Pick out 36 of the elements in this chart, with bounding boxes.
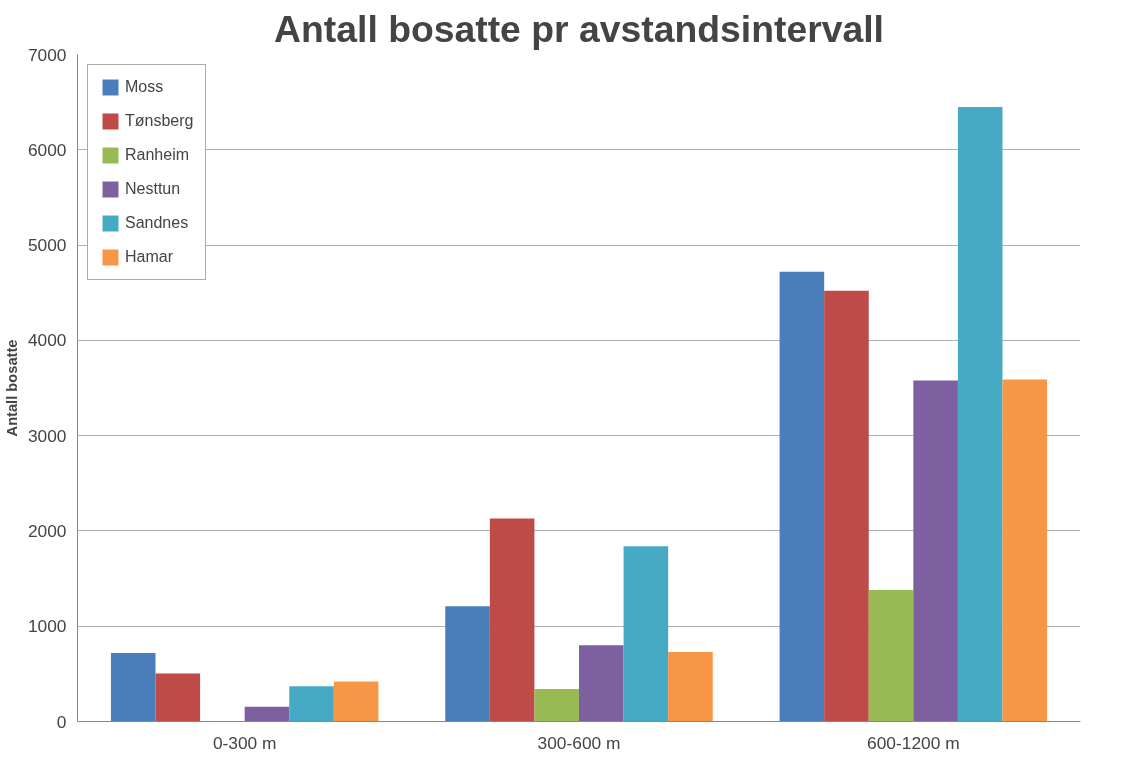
y-tick-label: 0: [56, 711, 67, 732]
legend-label: Moss: [125, 78, 164, 96]
bar: [579, 645, 624, 722]
bar: [333, 681, 379, 722]
y-tick-label: 1000: [27, 616, 67, 637]
x-tick-label: 0-300 m: [212, 732, 277, 753]
x-tick-label: 300-600 m: [537, 732, 621, 753]
legend-label: Tønsberg: [125, 112, 194, 130]
bar: [110, 652, 156, 722]
legend-label: Ranheim: [125, 146, 190, 164]
bar: [1002, 379, 1048, 722]
y-tick-label: 3000: [27, 425, 67, 446]
x-tick-label: 600-1200 m: [867, 732, 960, 753]
bar: [155, 673, 201, 722]
bar: [534, 689, 579, 722]
chart-title: Antall bosatte pr avstandsintervall: [274, 7, 884, 50]
bar: [623, 546, 669, 722]
bar: [824, 290, 869, 722]
legend-label: Sandnes: [125, 214, 189, 232]
y-tick-label: 7000: [27, 44, 67, 65]
bar: [868, 590, 914, 722]
bar: [244, 706, 290, 722]
y-tick-label: 5000: [27, 235, 67, 256]
bar: [779, 271, 825, 722]
bar: [913, 380, 958, 722]
y-tick-label: 6000: [27, 139, 67, 160]
bar: [445, 606, 490, 722]
legend-label: Nesttun: [125, 180, 181, 198]
bar: [289, 686, 334, 722]
y-tick-label: 2000: [27, 520, 67, 541]
y-axis-title: Antall bosatte: [3, 339, 20, 437]
bar: [489, 518, 535, 722]
legend-label: Hamar: [125, 248, 174, 266]
y-tick-label: 4000: [27, 330, 67, 351]
bar: [957, 106, 1003, 722]
bar: [668, 651, 713, 722]
